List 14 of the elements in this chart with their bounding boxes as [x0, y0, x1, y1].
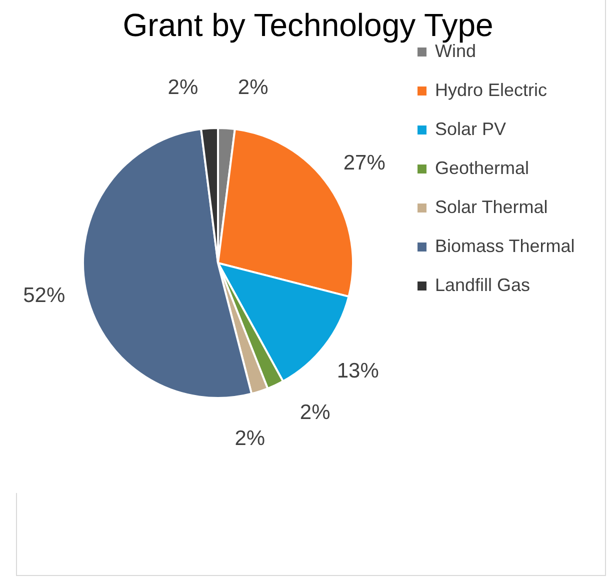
legend-label: Landfill Gas: [435, 275, 530, 295]
data-label: 2%: [238, 76, 268, 99]
data-label: 13%: [336, 359, 379, 382]
legend-label: Solar Thermal: [435, 197, 548, 217]
legend-label: Hydro Electric: [435, 80, 548, 100]
data-label: 2%: [234, 426, 266, 450]
data-label: 2%: [300, 400, 330, 424]
data-label: 2%: [168, 76, 198, 99]
chart-title: Grant by Technology Type: [122, 7, 494, 43]
legend-label: Solar PV: [435, 119, 506, 139]
legend-label: Geothermal: [435, 158, 530, 178]
data-label: 52%: [23, 284, 66, 308]
legend-label: Biomass Thermal: [435, 236, 575, 256]
data-label: 27%: [343, 152, 386, 175]
